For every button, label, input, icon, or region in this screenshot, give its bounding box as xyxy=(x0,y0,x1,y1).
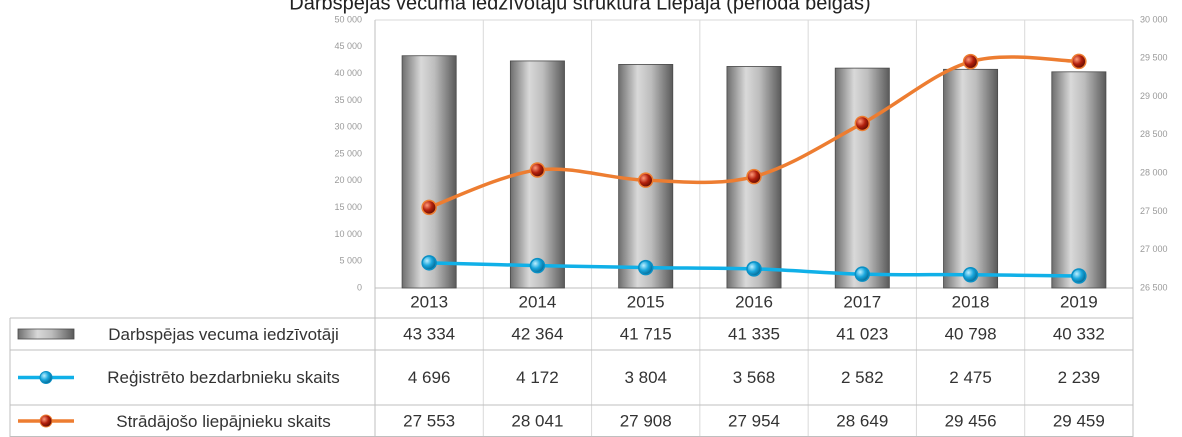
table-value: 27 908 xyxy=(620,411,672,430)
y-tick-label: 0 xyxy=(357,282,362,292)
legend-key xyxy=(39,414,53,428)
table-value: 28 649 xyxy=(836,411,888,430)
chart-title: Darbspējas vecuma iedzīvotāju struktūra … xyxy=(289,0,870,14)
table-value: 43 334 xyxy=(403,324,455,343)
table-value: 28 041 xyxy=(511,411,563,430)
point xyxy=(854,266,871,282)
table-value: 41 335 xyxy=(728,324,780,343)
table-value: 42 364 xyxy=(511,324,563,343)
x-tick-label: 2014 xyxy=(519,292,557,311)
table-value: 2 239 xyxy=(1058,368,1101,387)
table-value: 29 459 xyxy=(1053,411,1105,430)
y2-tick-label: 27 000 xyxy=(1140,244,1168,254)
table-value: 29 456 xyxy=(945,411,997,430)
x-tick-label: 2013 xyxy=(410,292,448,311)
bar xyxy=(834,67,890,289)
point xyxy=(746,261,762,277)
table-value: 4 696 xyxy=(408,368,451,387)
y2-tick-label: 28 500 xyxy=(1140,129,1168,139)
point xyxy=(746,168,762,185)
point xyxy=(854,115,871,132)
point xyxy=(1071,268,1087,284)
table-value: 41 023 xyxy=(836,324,888,343)
y2-tick-label: 26 500 xyxy=(1140,282,1168,292)
bar xyxy=(1051,71,1107,289)
x-tick-label: 2017 xyxy=(843,292,881,311)
point xyxy=(637,259,654,276)
point xyxy=(962,53,979,70)
y-tick-label: 20 000 xyxy=(334,175,362,185)
y-tick-label: 5 000 xyxy=(339,256,362,266)
y-tick-label: 35 000 xyxy=(334,95,362,105)
y-tick-label: 30 000 xyxy=(334,122,362,132)
y2-tick-label: 30 000 xyxy=(1140,14,1168,24)
table-value: 4 172 xyxy=(516,368,559,387)
table-value: 3 568 xyxy=(733,368,776,387)
y2-tick-label: 27 500 xyxy=(1140,206,1168,216)
x-tick-label: 2019 xyxy=(1060,292,1098,311)
table-value: 40 332 xyxy=(1053,324,1105,343)
legend-label: Darbspējas vecuma iedzīvotāji xyxy=(108,324,339,344)
row-label-box: Darbspējas vecuma iedzīvotāji xyxy=(108,324,339,344)
point xyxy=(529,162,546,178)
y2-tick-label: 28 000 xyxy=(1140,168,1168,178)
x-tick-label: 2016 xyxy=(735,292,773,311)
y-tick-label: 40 000 xyxy=(334,68,362,78)
point xyxy=(637,172,654,188)
x-tick-label: 2018 xyxy=(952,292,990,311)
table-value: 2 475 xyxy=(949,368,992,387)
legend-label: Strādājošo liepājnieku skaits xyxy=(116,411,331,431)
bar xyxy=(943,68,999,289)
point xyxy=(421,199,437,216)
y2-tick-label: 29 000 xyxy=(1140,91,1168,101)
legend-label: Reģistrēto bezdarbnieku skaits xyxy=(107,368,340,387)
point xyxy=(1071,53,1087,70)
table-value: 2 582 xyxy=(841,368,884,387)
table-value: 27 553 xyxy=(403,411,455,430)
y-tick-label: 50 000 xyxy=(334,14,362,24)
legend-key xyxy=(39,371,53,384)
table-value: 3 804 xyxy=(624,368,667,387)
table-value: 41 715 xyxy=(620,324,672,343)
table-value: 27 954 xyxy=(728,411,780,430)
table-value: 40 798 xyxy=(945,324,997,343)
y-tick-label: 25 000 xyxy=(334,148,362,158)
y-tick-label: 15 000 xyxy=(334,202,362,212)
y-tick-label: 10 000 xyxy=(334,229,362,239)
x-tick-label: 2015 xyxy=(627,292,665,311)
row-label-box: Reģistrēto bezdarbnieku skaits xyxy=(107,368,340,387)
point xyxy=(421,255,437,271)
legend-key xyxy=(17,328,75,340)
point xyxy=(529,257,546,274)
point xyxy=(962,266,979,283)
y-tick-label: 45 000 xyxy=(334,41,362,51)
row-label-box: Strādājošo liepājnieku skaits xyxy=(116,411,331,431)
y2-tick-label: 29 500 xyxy=(1140,53,1168,63)
bar xyxy=(401,55,457,289)
